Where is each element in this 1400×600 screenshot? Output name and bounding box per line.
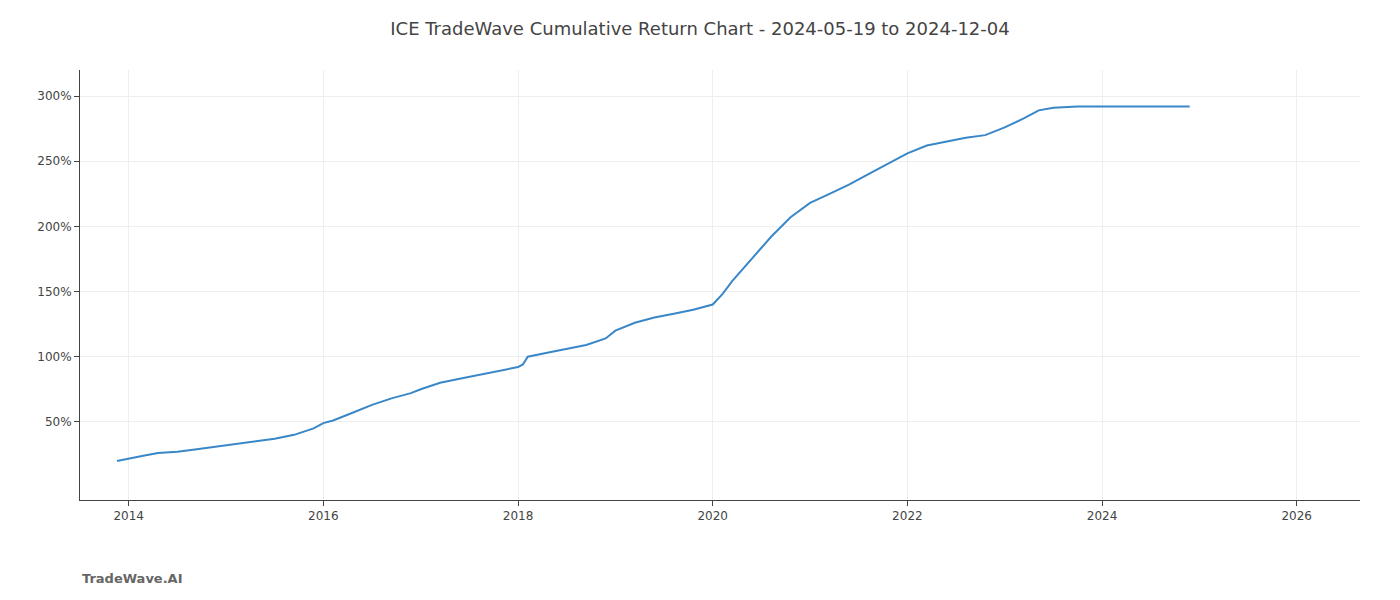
svg-text:2016: 2016 — [308, 509, 339, 523]
svg-text:2026: 2026 — [1281, 509, 1312, 523]
svg-text:150%: 150% — [37, 285, 71, 299]
svg-text:100%: 100% — [37, 350, 71, 364]
svg-text:TradeWave.AI: TradeWave.AI — [82, 571, 183, 586]
svg-text:2024: 2024 — [1087, 509, 1118, 523]
svg-text:50%: 50% — [45, 415, 72, 429]
svg-text:2018: 2018 — [503, 509, 534, 523]
svg-text:200%: 200% — [37, 220, 71, 234]
svg-text:250%: 250% — [37, 154, 71, 168]
svg-text:2022: 2022 — [892, 509, 923, 523]
svg-text:ICE TradeWave Cumulative Retur: ICE TradeWave Cumulative Return Chart - … — [390, 18, 1009, 39]
svg-text:2020: 2020 — [697, 509, 728, 523]
svg-text:300%: 300% — [37, 89, 71, 103]
svg-text:2014: 2014 — [113, 509, 144, 523]
